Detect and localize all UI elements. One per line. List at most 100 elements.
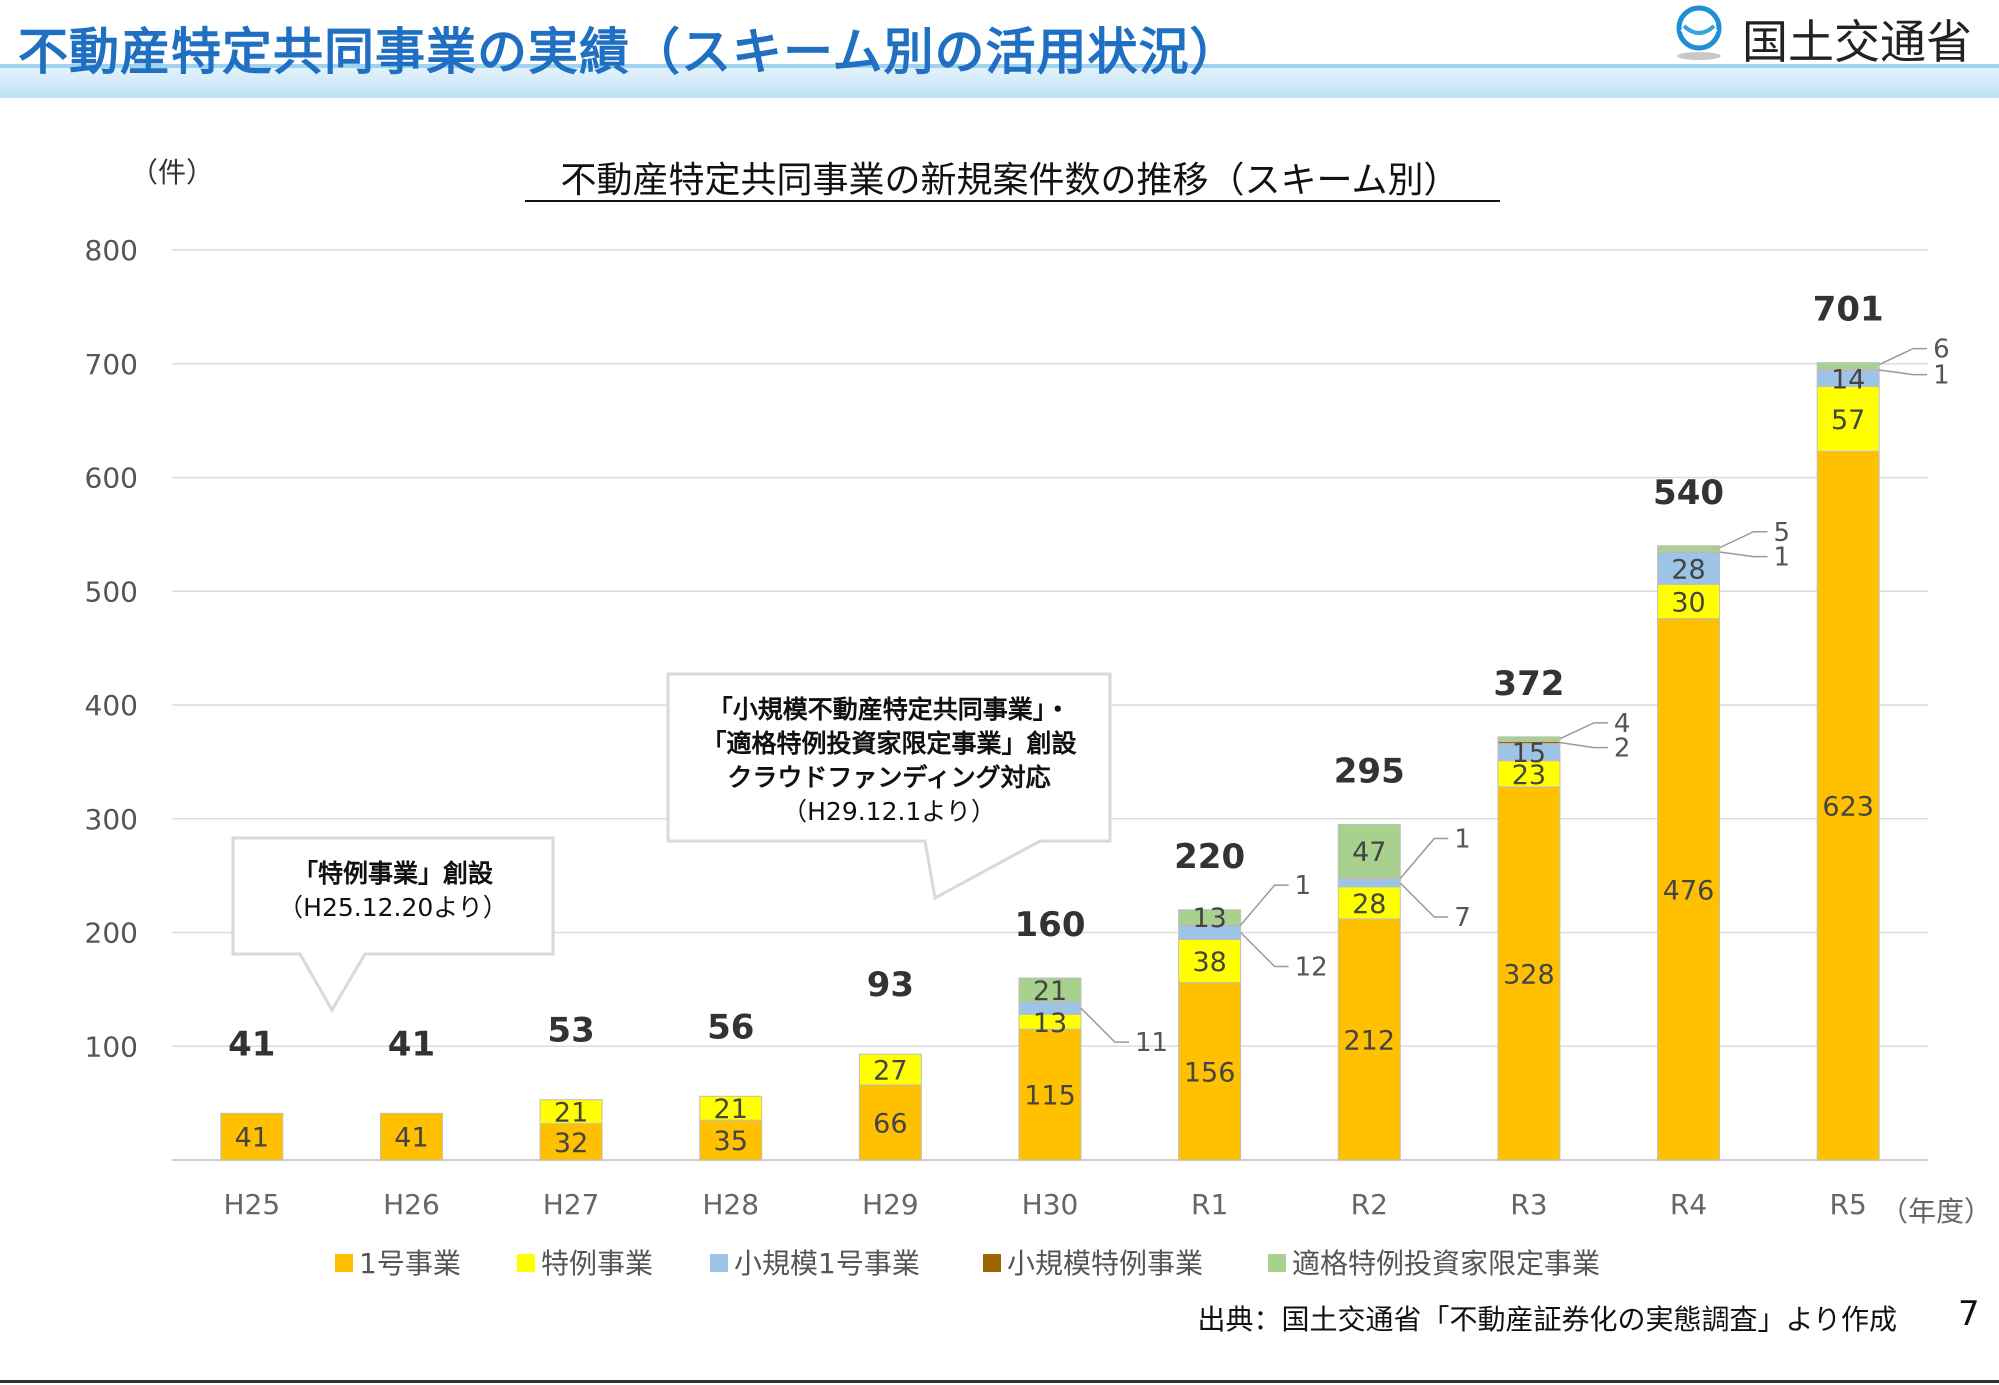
segment-label: 623 (1822, 792, 1874, 823)
x-tick-label: H26 (383, 1188, 440, 1221)
total-label: 540 (1653, 473, 1724, 513)
x-tick-label: H27 (543, 1188, 600, 1221)
bar-segment (858, 1084, 922, 1161)
total-label: 701 (1813, 290, 1884, 330)
bars: 4141414132215335215666279311513211116015… (220, 290, 1950, 1161)
side-label: 2 (1614, 734, 1631, 764)
segment-label: 15 (1512, 738, 1546, 769)
total-label: 93 (867, 965, 914, 1005)
callout-box (231, 836, 555, 1013)
callout-text: 「特例事業」創設 (293, 859, 494, 888)
leader-line (1080, 1007, 1129, 1043)
y-tick-label: 300 (85, 803, 138, 836)
side-label: 11 (1135, 1028, 1168, 1058)
y-tick-label: 800 (85, 234, 138, 267)
chart-title: 不動産特定共同事業の新規案件数の推移（スキーム別） (561, 160, 1460, 201)
bar-segment (1178, 909, 1242, 926)
segment-label: 38 (1192, 947, 1226, 978)
segment-label: 21 (714, 1094, 748, 1125)
leader-line (1559, 741, 1608, 749)
segment-label: 13 (1192, 903, 1226, 934)
segment-label: 476 (1663, 875, 1715, 906)
legend-swatch (1268, 1254, 1286, 1272)
bar-segment (699, 1095, 763, 1121)
segment-label: 35 (714, 1126, 748, 1157)
leader-line (1719, 551, 1768, 558)
y-tick-label: 100 (85, 1030, 138, 1063)
segment-label: 47 (1352, 837, 1386, 868)
legend-swatch (983, 1254, 1001, 1272)
y-axis-ticks: 100 200 300 400 500 600 700 800 (85, 234, 138, 1063)
legend-label: 適格特例投資家限定事業 (1292, 1247, 1600, 1280)
segment-label: 212 (1343, 1025, 1395, 1056)
bottom-rule (0, 1380, 1999, 1383)
mlit-logo-icon (1676, 5, 1722, 60)
y-tick-label: 500 (85, 575, 138, 608)
bar-segment (1497, 736, 1561, 742)
y-tick-label: 700 (85, 348, 138, 381)
leader-line (1559, 722, 1608, 740)
callout-text: （H29.12.1より） (782, 797, 996, 826)
bar-segment (1657, 618, 1721, 1161)
bar-segment (379, 1112, 443, 1161)
x-tick-label: H29 (862, 1188, 919, 1221)
x-tick-label: R5 (1830, 1188, 1867, 1221)
segment-label: 328 (1503, 959, 1555, 990)
segment-label: 32 (554, 1128, 588, 1159)
x-tick-label: H28 (702, 1188, 759, 1221)
total-label: 220 (1174, 837, 1245, 877)
side-label: 7 (1454, 903, 1471, 933)
bar-segment (1816, 362, 1880, 370)
segment-label: 115 (1024, 1081, 1076, 1112)
x-tick-label: R1 (1191, 1188, 1228, 1221)
segment-label: 23 (1512, 760, 1546, 791)
x-tick-label: H25 (223, 1188, 280, 1221)
bar-segment (1337, 886, 1401, 920)
side-label: 1 (1774, 543, 1791, 573)
side-label: 12 (1295, 953, 1328, 983)
bar-segment (1337, 878, 1401, 888)
bar-segment (858, 1053, 922, 1086)
x-tick-label: H30 (1022, 1188, 1079, 1221)
callout: 「特例事業」創設 （H25.12.20より） (231, 836, 555, 1013)
side-label: 6 (1933, 335, 1950, 365)
segment-label: 13 (1033, 1008, 1067, 1039)
callout-text: クラウドファンディング対応 (727, 763, 1050, 792)
legend-label: 小規模特例事業 (1007, 1247, 1203, 1280)
ministry-name: 国土交通省 (1742, 15, 1972, 69)
bar-segment (1657, 545, 1721, 552)
bar-segment (220, 1112, 284, 1161)
bar-segment (1657, 583, 1721, 620)
bar-segment (1018, 1028, 1082, 1161)
total-label: 53 (547, 1011, 594, 1051)
segment-label: 21 (554, 1098, 588, 1129)
total-label: 41 (388, 1024, 435, 1064)
legend-swatch (710, 1254, 728, 1272)
y-tick-label: 200 (85, 917, 138, 950)
leader-line (1879, 369, 1928, 376)
y-tick-label: 400 (85, 689, 138, 722)
bar-segment (1816, 450, 1880, 1161)
segment-label: 14 (1831, 365, 1865, 396)
segment-label: 28 (1671, 555, 1705, 586)
bar-segment (1497, 786, 1561, 1161)
leader-line (1878, 347, 1928, 366)
x-axis-labels: H25 H26 H27 H28 H29 H30 R1 R2 R3 R4 R5 (223, 1188, 1866, 1221)
segment-label: 57 (1831, 405, 1865, 436)
header-rule (0, 64, 1999, 68)
legend-label: 1号事業 (359, 1247, 461, 1280)
page-title: 不動産特定共同事業の実績（スキーム別の活用状況） (18, 23, 1241, 81)
header: 不動産特定共同事業の実績（スキーム別の活用状況） 国土交通省 (0, 0, 1999, 100)
leader-line (1399, 882, 1449, 918)
legend-swatch (335, 1254, 353, 1272)
x-tick-label: R2 (1351, 1188, 1388, 1221)
segment-label: 27 (873, 1056, 907, 1087)
x-tick-label: R3 (1510, 1188, 1547, 1221)
callout-text: 「小規模不動産特定共同事業」・ (708, 695, 1071, 724)
legend-label: 小規模1号事業 (734, 1247, 920, 1280)
bar-segment (1178, 982, 1242, 1161)
bar-segment (539, 1099, 603, 1125)
bar-segment (539, 1123, 603, 1161)
bar-segment (1178, 938, 1242, 984)
